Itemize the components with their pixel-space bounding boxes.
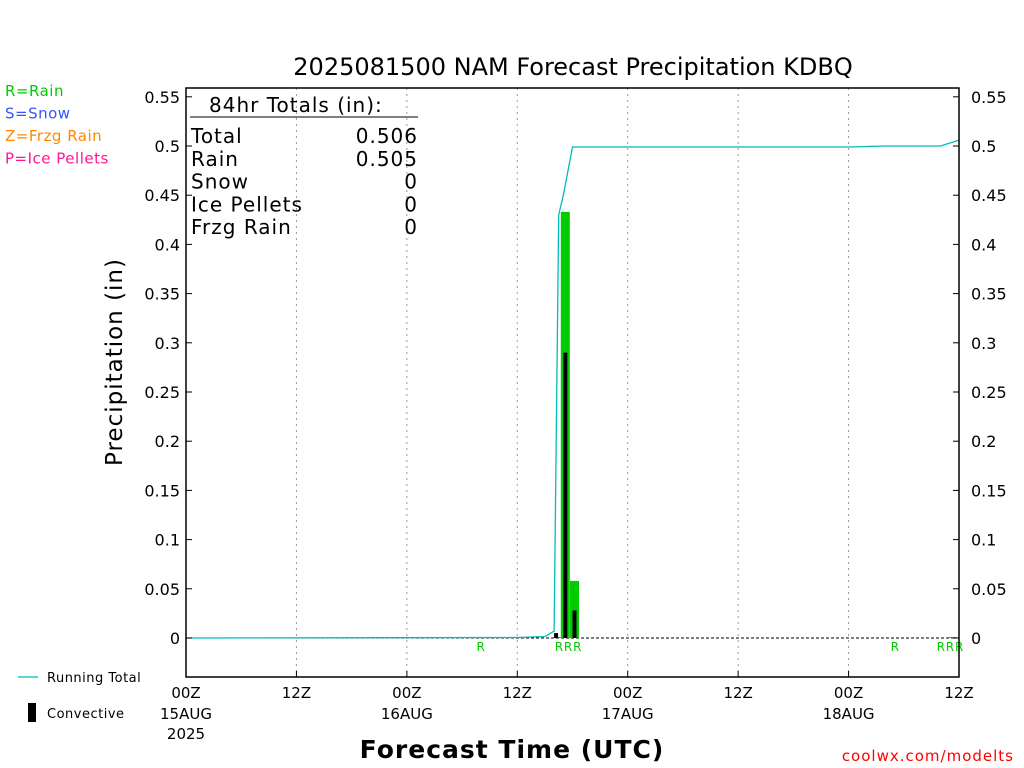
running-total-legend-label: Running Total bbox=[47, 671, 141, 686]
running-total-polyline bbox=[185, 139, 960, 639]
x-tick-time: 00Z bbox=[171, 684, 200, 702]
y-tick-label-right: 0.5 bbox=[971, 137, 996, 156]
x-tick-time: 12Z bbox=[944, 684, 973, 702]
precip-type-marker: R bbox=[891, 640, 899, 654]
y-axis-left: 0 0.05 0.1 0.15 0.2 0.25 0.3 0.35 0.4 0.45 0.5 0.55 bbox=[144, 88, 192, 648]
totals-value: 0 bbox=[404, 192, 418, 216]
x-tick-time: 00Z bbox=[392, 684, 421, 702]
precip-type-key: R=Rain S=Snow Z=Frzg Rain P=Ice Pellets bbox=[5, 82, 109, 168]
rain-bar bbox=[947, 637, 957, 639]
gridlines bbox=[295, 88, 850, 677]
running-total-line bbox=[185, 139, 960, 639]
y-tick-label: 0.05 bbox=[144, 580, 180, 599]
y-tick-label-right: 0.2 bbox=[971, 432, 996, 451]
totals-heading: 84hr Totals (in): bbox=[209, 93, 383, 117]
precip-type-marker: R bbox=[946, 640, 954, 654]
y-tick-label: 0.35 bbox=[144, 285, 180, 304]
x-tick-time: 12Z bbox=[723, 684, 752, 702]
x-tick-date: 15AUG bbox=[160, 705, 212, 723]
chart-title: 2025081500 NAM Forecast Precipitation KD… bbox=[293, 53, 852, 81]
totals-value: 0.506 bbox=[356, 124, 418, 148]
x-axis-label: Forecast Time (UTC) bbox=[360, 735, 665, 764]
convective-bar bbox=[554, 633, 559, 638]
x-tick-time: 00Z bbox=[834, 684, 863, 702]
precip-bars bbox=[551, 211, 957, 639]
y-tick-label: 0.25 bbox=[144, 383, 180, 402]
convective-legend-swatch bbox=[28, 703, 36, 722]
y-tick-label-right: 0.45 bbox=[971, 186, 1007, 205]
convective-bar bbox=[572, 610, 577, 638]
y-axis-label: Precipitation (in) bbox=[102, 258, 128, 466]
precip-key-item: R=Rain bbox=[5, 82, 64, 100]
y-tick-label: 0.2 bbox=[155, 432, 180, 451]
y-tick-label-right: 0.35 bbox=[971, 285, 1007, 304]
totals-label: Rain bbox=[191, 147, 239, 171]
y-tick-label-right: 0.55 bbox=[971, 88, 1007, 107]
bottom-legend: Running Total Convective bbox=[18, 671, 141, 722]
x-tick-time: 00Z bbox=[613, 684, 642, 702]
totals-label: Frzg Rain bbox=[191, 215, 292, 239]
precip-type-marker: R bbox=[573, 640, 581, 654]
precip-key-item: S=Snow bbox=[5, 105, 71, 123]
totals-value: 0 bbox=[404, 215, 418, 239]
x-tick-time: 12Z bbox=[282, 684, 311, 702]
totals-label: Ice Pellets bbox=[191, 192, 303, 216]
y-tick-label-right: 0.15 bbox=[971, 481, 1007, 500]
precip-key-item: Z=Frzg Rain bbox=[5, 127, 102, 145]
x-axis: 00Z 15AUG 2025 12Z 00Z 16AUG 12Z 00Z 17AUG 12Z 00Z… bbox=[160, 671, 974, 743]
y-tick-label-right: 0.05 bbox=[971, 580, 1007, 599]
convective-legend-label: Convective bbox=[47, 707, 125, 722]
x-tick-date: 16AUG bbox=[381, 705, 433, 723]
totals-box: 84hr Totals (in): Total 0.506 Rain 0.505 Sno… bbox=[190, 93, 418, 239]
y-axis-right: 0 0.05 0.1 0.15 0.2 0.25 0.3 0.35 0.4 0.45 0.5 0.55 bbox=[953, 88, 1007, 648]
x-tick-time: 12Z bbox=[503, 684, 532, 702]
totals-value: 0.505 bbox=[356, 147, 418, 171]
y-tick-label: 0.5 bbox=[155, 137, 180, 156]
credit-text: coolwx.com/modelts bbox=[842, 747, 1014, 765]
x-tick-date: 18AUG bbox=[823, 705, 875, 723]
y-tick-label: 0.1 bbox=[155, 531, 180, 550]
y-tick-label: 0.4 bbox=[155, 235, 180, 254]
plot-frame bbox=[185, 87, 960, 678]
y-tick-label: 0.3 bbox=[155, 334, 180, 353]
y-tick-label-right: 0 bbox=[971, 629, 981, 648]
totals-label: Total bbox=[190, 124, 243, 148]
precip-type-marker: R bbox=[937, 640, 945, 654]
y-tick-label: 0.55 bbox=[144, 88, 180, 107]
y-tick-label: 0 bbox=[170, 629, 180, 648]
precip-type-marker: R bbox=[555, 640, 563, 654]
convective-bar bbox=[563, 352, 568, 638]
precip-type-marker: R bbox=[564, 640, 572, 654]
y-tick-label-right: 0.3 bbox=[971, 334, 996, 353]
y-tick-label-right: 0.4 bbox=[971, 235, 996, 254]
totals-label: Snow bbox=[191, 170, 249, 194]
y-tick-label-right: 0.25 bbox=[971, 383, 1007, 402]
y-tick-label: 0.15 bbox=[144, 481, 180, 500]
y-tick-label: 0.45 bbox=[144, 186, 180, 205]
x-tick-date: 17AUG bbox=[602, 705, 654, 723]
precip-type-marker: R bbox=[476, 640, 484, 654]
precip-key-item: P=Ice Pellets bbox=[5, 150, 109, 168]
rain-bar bbox=[570, 580, 579, 638]
x-tick-year: 2025 bbox=[167, 725, 205, 743]
y-tick-label-right: 0.1 bbox=[971, 531, 996, 550]
totals-value: 0 bbox=[404, 170, 418, 194]
